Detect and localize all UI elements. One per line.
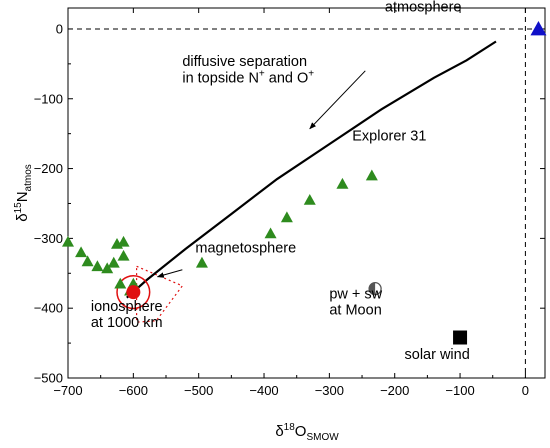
explorer-31-point [365, 169, 378, 181]
atmosphere-point [530, 20, 547, 36]
x-tick-label: −200 [380, 383, 409, 398]
x-tick-label: −600 [119, 383, 148, 398]
x-tick-label: −700 [53, 383, 82, 398]
y-axis-title-sub: atmos [23, 164, 34, 191]
annotation-atmosphere: atmosphere [385, 0, 462, 15]
x-tick-label: −100 [445, 383, 474, 398]
y-axis-title-base: δ [14, 213, 31, 221]
annotation-diffusive-line1: diffusive separation [182, 54, 307, 70]
explorer-31-point [107, 256, 120, 268]
x-tick-label: −500 [184, 383, 213, 398]
y-tick-label: −500 [34, 371, 63, 386]
diffusive-arrow [309, 70, 366, 130]
annotation-magnetosphere: magnetosphere [195, 240, 296, 256]
explorer-31-point [101, 262, 114, 274]
x-axis-title-base: δ [275, 423, 283, 440]
ionosphere-ring [116, 275, 151, 310]
explorer-31-point [114, 277, 127, 289]
explorer-31-point [280, 211, 293, 223]
y-axis-title-sup: 15 [13, 202, 24, 214]
x-tick-label: −400 [249, 383, 278, 398]
annotation-ionosphere-line2: at 1000 km [91, 315, 163, 331]
x-tick-label: −300 [315, 383, 344, 398]
annotation-diffusive-part: + [259, 69, 265, 80]
explorer-31-point [117, 249, 130, 261]
annotation-diffusive-line2: in topside N+ and O+ [182, 69, 314, 87]
annotation-pw-sw-line1: pw + sw [329, 286, 382, 302]
y-tick-label: −400 [34, 301, 63, 316]
y-tick-label: 0 [56, 21, 63, 36]
explorer-31-point [117, 235, 130, 247]
x-axis-title-sup: 18 [284, 422, 296, 433]
x-axis-title-sub: SMOW [306, 432, 339, 443]
annotation-diffusive-part: and O [265, 71, 309, 87]
ionosphere-point [126, 285, 141, 300]
y-axis-title: δ15Natmos [13, 164, 34, 222]
y-tick-label: −300 [34, 231, 63, 246]
explorer-31-point [336, 177, 349, 189]
annotation-pw-sw-line2: at Moon [329, 302, 381, 318]
y-tick-label: −200 [34, 161, 63, 176]
explorer-31-point [62, 235, 74, 247]
y-axis-title-main: N [14, 191, 31, 202]
solar-wind-point [453, 330, 468, 345]
magnetosphere-region [136, 265, 184, 323]
diffusive-separation-curve [126, 40, 497, 299]
x-tick-label: 0 [522, 383, 529, 398]
x-axis-title-main: O [295, 423, 307, 440]
explorer-31-point [81, 255, 94, 267]
explorer-31-point [264, 227, 277, 239]
annotation-diffusive-part: + [308, 69, 314, 80]
explorer-31-point [91, 260, 104, 272]
annotation-ionosphere-line1: ionosphere [91, 299, 163, 315]
explorer-31-point [75, 246, 88, 258]
annotation-explorer-31: Explorer 31 [352, 129, 426, 145]
x-axis-title: δ18OSMOW [275, 422, 339, 443]
explorer-31-point [303, 193, 316, 205]
annotation-solar-wind: solar wind [405, 347, 470, 363]
pw-sw-point-half [369, 282, 376, 295]
magnetosphere-arrow [156, 269, 183, 278]
annotation-diffusive-part: in topside N [182, 71, 259, 87]
explorer-31-point [195, 256, 208, 268]
plot-frame [67, 7, 546, 379]
y-tick-label: −100 [34, 91, 63, 106]
